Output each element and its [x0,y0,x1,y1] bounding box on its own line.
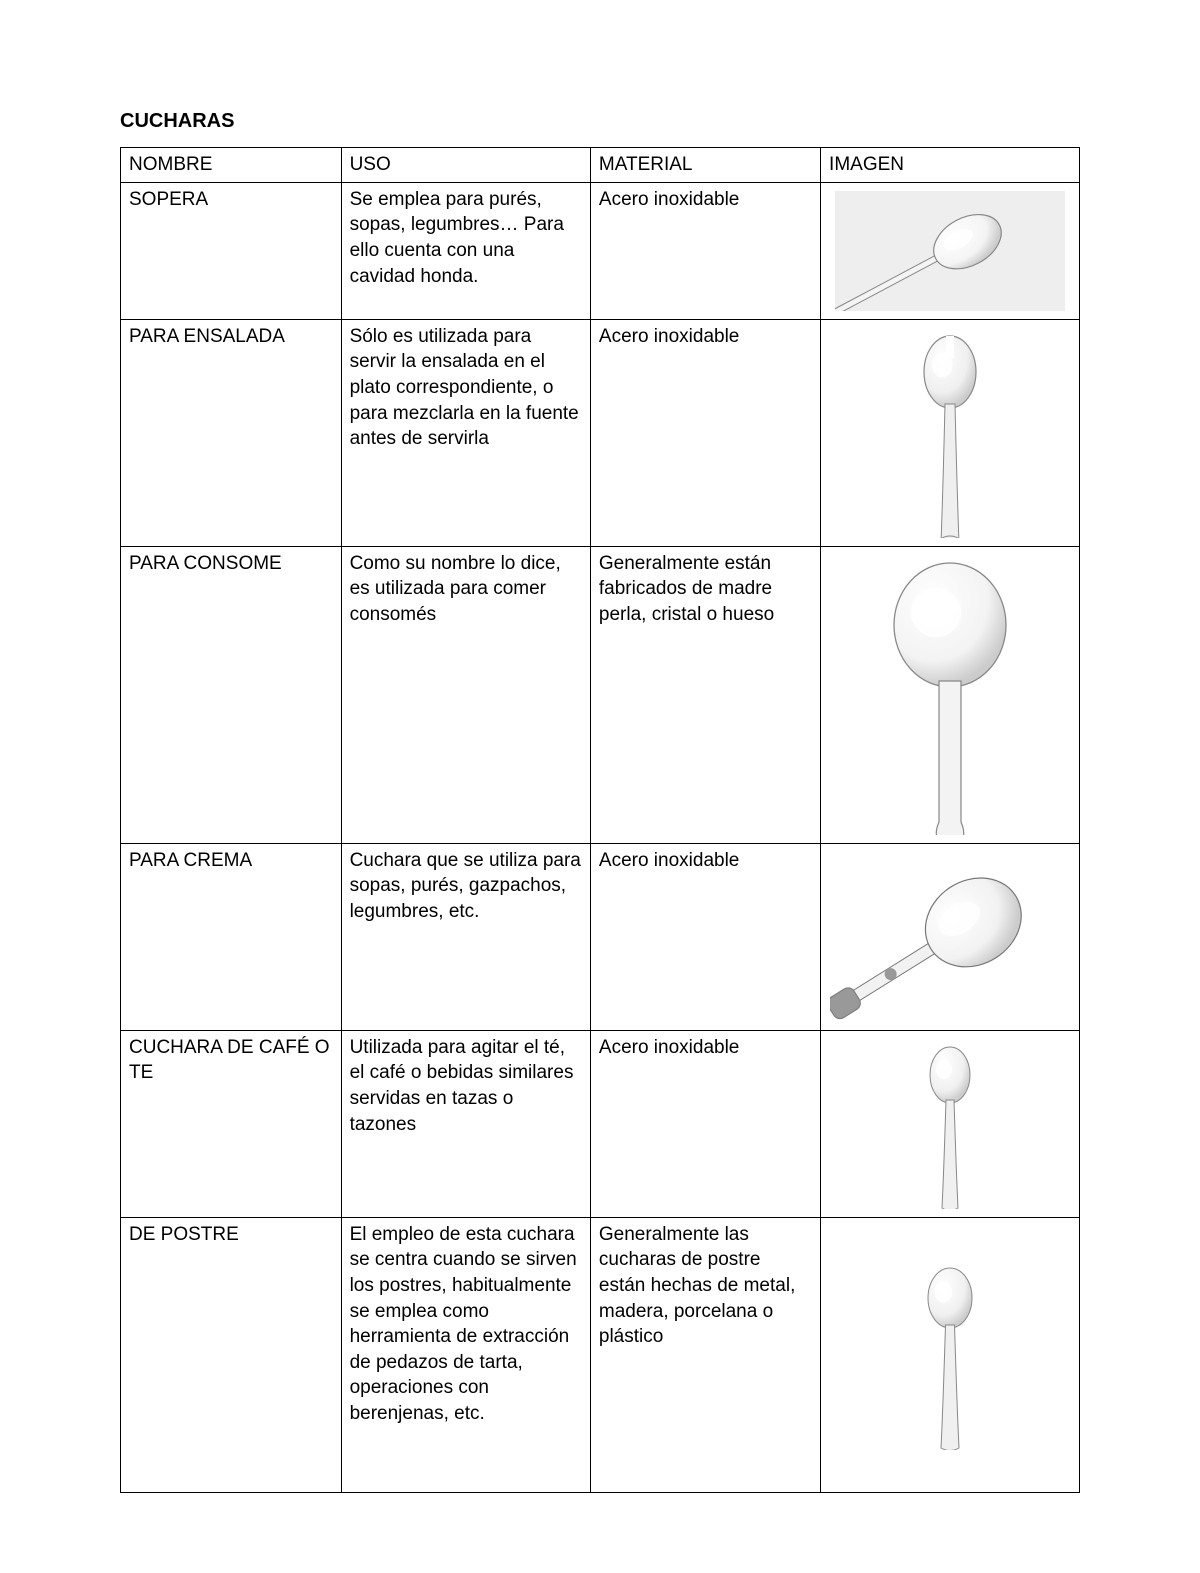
spoon-icon [829,328,1071,538]
spoon-icon [829,555,1071,835]
col-uso: USO [341,148,590,183]
col-material: MATERIAL [590,148,820,183]
cell-material: Acero inoxidable [590,319,820,546]
cell-imagen [821,182,1080,319]
cell-material: Acero inoxidable [590,1030,820,1217]
cell-nombre: PARA CREMA [121,843,342,1030]
cell-imagen [821,1217,1080,1492]
spoon-icon [829,1260,1071,1450]
cell-material: Generalmente están fabricados de madre p… [590,546,820,843]
table-row: PARA CREMACuchara que se utiliza para so… [121,843,1080,1030]
table-header-row: NOMBRE USO MATERIAL IMAGEN [121,148,1080,183]
table-row: CUCHARA DE CAFÉ O TEUtilizada para agita… [121,1030,1080,1217]
cell-material: Acero inoxidable [590,843,820,1030]
cell-uso: Sólo es utilizada para servir la ensalad… [341,319,590,546]
cell-uso: El empleo de esta cuchara se centra cuan… [341,1217,590,1492]
cell-nombre: DE POSTRE [121,1217,342,1492]
cell-uso: Se emplea para purés, sopas, legumbres… … [341,182,590,319]
page-title: CUCHARAS [120,110,1080,133]
spoon-icon [829,191,1071,311]
cell-material: Generalmente las cucharas de postre está… [590,1217,820,1492]
table-row: SOPERASe emplea para purés, sopas, legum… [121,182,1080,319]
cell-imagen [821,319,1080,546]
table-body: SOPERASe emplea para purés, sopas, legum… [121,182,1080,1492]
spoons-table: NOMBRE USO MATERIAL IMAGEN SOPERASe empl… [120,147,1080,1493]
cell-imagen [821,1030,1080,1217]
cell-material: Acero inoxidable [590,182,820,319]
cell-uso: Como su nombre lo dice, es utilizada par… [341,546,590,843]
cell-imagen [821,546,1080,843]
spoon-icon [829,852,1071,1022]
col-imagen: IMAGEN [821,148,1080,183]
col-nombre: NOMBRE [121,148,342,183]
cell-nombre: PARA ENSALADA [121,319,342,546]
cell-uso: Utilizada para agitar el té, el café o b… [341,1030,590,1217]
table-row: DE POSTREEl empleo de esta cuchara se ce… [121,1217,1080,1492]
page: CUCHARAS NOMBRE USO MATERIAL IMAGEN SOPE… [0,0,1200,1573]
spoon-icon [829,1039,1071,1209]
cell-imagen [821,843,1080,1030]
cell-nombre: CUCHARA DE CAFÉ O TE [121,1030,342,1217]
cell-uso: Cuchara que se utiliza para sopas, purés… [341,843,590,1030]
table-row: PARA CONSOMEComo su nombre lo dice, es u… [121,546,1080,843]
table-row: PARA ENSALADASólo es utilizada para serv… [121,319,1080,546]
cell-nombre: PARA CONSOME [121,546,342,843]
cell-nombre: SOPERA [121,182,342,319]
